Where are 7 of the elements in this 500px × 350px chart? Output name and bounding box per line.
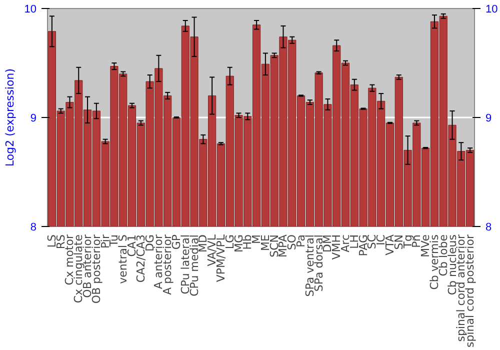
y2-tick-label: 10	[486, 4, 498, 16]
y-tick-label: 10	[24, 4, 37, 16]
y2-tick-label: 9	[486, 112, 492, 124]
y-axis-title: Log2 (expression)	[3, 68, 16, 167]
y2-tick-label: 8	[486, 222, 492, 234]
y-tick-label: 8	[30, 222, 37, 234]
y-tick-label: 9	[30, 112, 37, 124]
